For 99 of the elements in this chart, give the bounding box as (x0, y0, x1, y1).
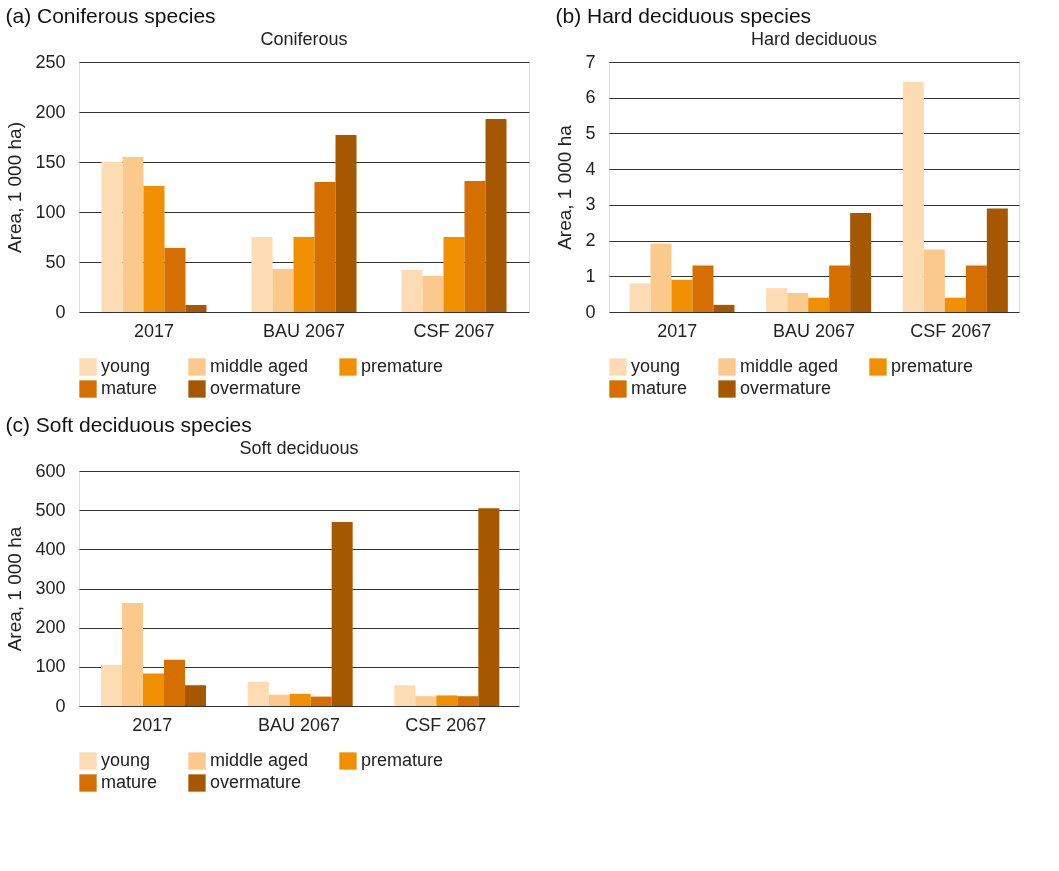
bar (478, 508, 500, 706)
y-tick-label: 50 (45, 251, 66, 272)
bar (422, 276, 444, 312)
y-tick-label: 0 (55, 301, 66, 322)
bar (808, 297, 830, 312)
bar (415, 696, 437, 706)
bar (101, 162, 123, 312)
chart-subtitle: Soft deciduous (239, 438, 359, 458)
legend-label: young (101, 750, 151, 770)
bar (650, 243, 672, 312)
chart-title: (c) Soft deciduous species (5, 412, 252, 436)
bar (394, 685, 416, 706)
legend-label: middle aged (740, 356, 839, 376)
y-tick-label: 1 (585, 265, 596, 286)
bar (787, 293, 809, 312)
y-tick-label: 6 (585, 87, 596, 108)
y-tick-label: 400 (35, 538, 66, 559)
y-tick-label: 2 (585, 230, 596, 251)
y-axis-title: Area, 1 000 ha (4, 526, 26, 652)
bar (122, 157, 144, 312)
bar (923, 249, 945, 312)
legend-label: overmature (210, 378, 302, 398)
bar (272, 269, 294, 312)
bar (986, 208, 1008, 312)
bar (164, 248, 186, 312)
legend-label: premature (361, 750, 444, 770)
bar (268, 694, 290, 706)
bar (965, 265, 987, 312)
y-axis-title: Area, 1 000 ha (554, 124, 576, 250)
bar (331, 521, 353, 706)
y-tick-label: 100 (35, 201, 66, 222)
y-tick-label: 5 (585, 122, 596, 143)
y-tick-label: 250 (35, 51, 66, 72)
bar (464, 181, 486, 312)
bar (143, 186, 165, 312)
bar (247, 681, 269, 706)
bar (293, 237, 315, 312)
bar (289, 693, 311, 706)
bar (443, 237, 465, 312)
bar (101, 664, 122, 706)
y-tick-label: 600 (35, 460, 66, 481)
y-tick-label: 200 (35, 617, 66, 638)
y-tick-label: 7 (585, 51, 596, 72)
bar (829, 265, 851, 312)
y-tick-label: 0 (55, 695, 66, 716)
legend-label: premature (891, 356, 974, 376)
legend-label: overmature (210, 772, 302, 792)
bar (143, 673, 164, 706)
bar (692, 265, 714, 312)
bar (185, 685, 206, 706)
legend-label: middle aged (210, 356, 309, 376)
bar (850, 213, 872, 312)
y-tick-label: 4 (585, 158, 596, 179)
x-tick-label: CSF 2067 (910, 320, 992, 341)
y-tick-label: 500 (35, 499, 66, 520)
bar (485, 119, 507, 312)
bar (185, 305, 207, 312)
x-tick-label: 2017 (132, 714, 173, 735)
x-tick-label: BAU 2067 (262, 320, 346, 341)
bar (401, 270, 423, 312)
chart-subtitle: Hard deciduous (750, 29, 878, 49)
y-tick-label: 0 (585, 301, 596, 322)
x-tick-label: BAU 2067 (772, 320, 856, 341)
bar (766, 288, 788, 312)
legend-label: overmature (740, 378, 832, 398)
y-tick-label: 3 (585, 194, 596, 215)
x-tick-label: 2017 (133, 320, 175, 341)
bar (314, 182, 336, 312)
y-tick-label: 100 (35, 656, 66, 677)
bar (629, 283, 651, 312)
bar (944, 297, 966, 312)
chart-title: (b) Hard deciduous species (555, 3, 812, 27)
legend-label: mature (631, 378, 688, 398)
chart-title: (a) Coniferous species (5, 3, 216, 27)
legend-label: young (101, 356, 151, 376)
legend-label: middle aged (210, 750, 309, 770)
y-axis-title: Area, 1 000 ha) (4, 122, 26, 253)
chart-subtitle: Coniferous (260, 29, 348, 49)
bar (122, 602, 143, 706)
legend-label: premature (361, 356, 444, 376)
bar (310, 696, 332, 706)
y-tick-label: 150 (35, 151, 66, 172)
y-tick-label: 200 (35, 101, 66, 122)
y-tick-label: 300 (35, 578, 66, 598)
bar (671, 279, 693, 312)
x-tick-label: CSF 2067 (413, 320, 495, 341)
x-tick-label: CSF 2067 (405, 714, 487, 735)
legend-label: mature (101, 772, 158, 792)
bar (713, 304, 735, 312)
bar (902, 81, 924, 312)
bar (251, 237, 273, 312)
bar (335, 135, 357, 312)
bar (457, 696, 479, 706)
legend-label: mature (101, 378, 158, 398)
x-tick-label: BAU 2067 (257, 714, 341, 735)
bar (436, 695, 458, 706)
bar (164, 659, 185, 706)
legend-label: young (631, 356, 681, 376)
x-tick-label: 2017 (657, 320, 698, 341)
